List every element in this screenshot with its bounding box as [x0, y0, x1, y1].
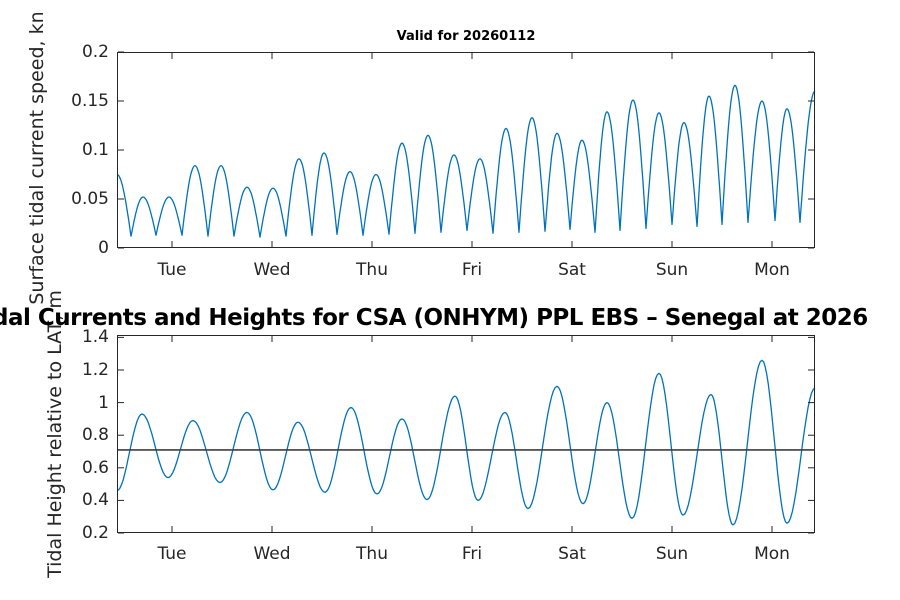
y-tick-label: 0.1 [81, 140, 109, 160]
x-tick-label: Wed [253, 260, 291, 280]
tide-height-axes [116, 335, 816, 534]
y-tick-label: 0 [98, 238, 109, 258]
x-tick-label: Tue [157, 544, 187, 564]
y-tick-label: 0.2 [81, 42, 109, 62]
x-tick-label: Fri [461, 260, 483, 280]
y-tick-label: 0.15 [71, 91, 109, 111]
x-tick-label: Sat [558, 260, 586, 280]
y-tick-label: 1.2 [81, 360, 109, 381]
y-tick-label: 0.6 [81, 457, 109, 478]
x-tick-label: Fri [461, 544, 483, 564]
x-tick-label: Wed [253, 544, 291, 564]
y-tick-label: 0.8 [81, 425, 109, 446]
y-tick-label: 1.4 [81, 327, 109, 348]
y-tick-label: 0.05 [71, 189, 109, 209]
y-tick-label: 0.2 [81, 523, 109, 543]
x-tick-label: Tue [157, 260, 187, 280]
x-tick-label: Sat [558, 544, 586, 564]
x-tick-label: Mon [754, 260, 790, 280]
x-tick-label: Mon [754, 544, 790, 564]
main-title: dal Currents and Heights for CSA (ONHYM)… [0, 305, 868, 331]
x-tick-label: Sun [655, 544, 689, 564]
y-tick-label: 1 [98, 392, 109, 413]
y-tick-label: 0.4 [81, 490, 109, 511]
x-tick-label: Thu [356, 260, 388, 280]
current-speed-axes [116, 51, 816, 249]
x-tick-label: Thu [356, 544, 388, 564]
x-tick-label: Sun [655, 260, 689, 280]
top-subplot-title: Valid for 20260112 [396, 29, 536, 44]
tide-height-plot-svg [116, 335, 816, 534]
current-speed-plot-svg [116, 51, 816, 249]
